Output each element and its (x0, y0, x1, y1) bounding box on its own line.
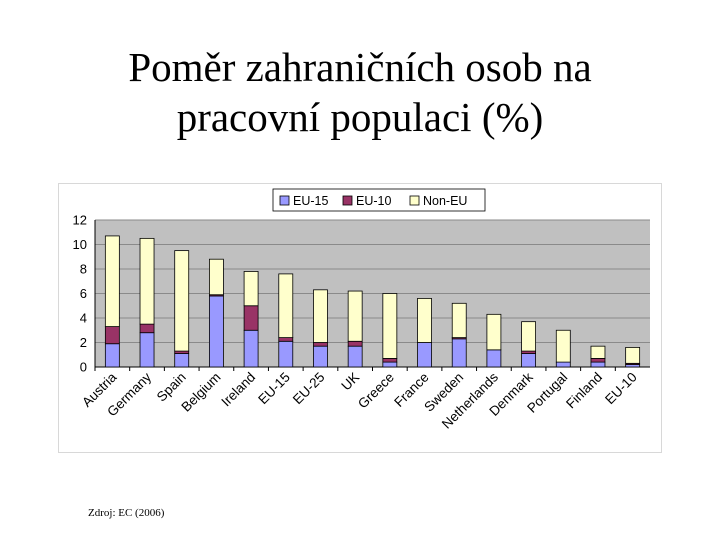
bar-segment-eu-10 (347, 340, 363, 347)
bar-segment-eu-15 (382, 361, 398, 368)
bar-segment-eu-15 (243, 329, 259, 368)
legend-box (272, 188, 486, 212)
y-tick-label: 12 (73, 213, 87, 228)
bar-segment-non-eu (104, 235, 120, 327)
bar-segment-eu-10 (139, 323, 155, 334)
y-tick-label: 10 (73, 237, 87, 252)
bar-segment-eu-10 (382, 358, 398, 363)
bar-segment-eu-15 (139, 332, 155, 368)
y-tick-label: 6 (80, 286, 87, 301)
title-line-2: pracovní populaci (%) (176, 94, 544, 140)
legend-label: EU-15 (293, 194, 328, 208)
bar-segment-eu-15 (347, 345, 363, 368)
bar-segment-non-eu (625, 346, 641, 364)
bar-segment-eu-10 (590, 358, 606, 363)
bar-segment-eu-15 (174, 353, 190, 368)
title-line-1: Poměr zahraničních osob na (128, 44, 592, 90)
y-tick-label: 2 (80, 335, 87, 350)
bar-segment-non-eu (590, 345, 606, 359)
bar-segment-eu-15 (278, 340, 294, 368)
bar-segment-eu-15 (521, 353, 536, 368)
bar-segment-non-eu (521, 321, 536, 352)
bar-segment-eu-15 (313, 345, 328, 368)
bar-segment-eu-15 (555, 361, 571, 368)
y-tick-label: 4 (80, 311, 87, 326)
legend-label: Non-EU (423, 194, 467, 208)
bar-segment-eu-15 (417, 342, 432, 368)
legend-swatch-eu-10 (342, 195, 353, 206)
bar-segment-non-eu (243, 271, 259, 307)
bar-segment-eu-10 (313, 342, 328, 347)
bar-segment-eu-15 (209, 295, 224, 368)
bar-segment-eu-10 (278, 337, 294, 342)
legend-label: EU-10 (356, 194, 391, 208)
y-tick-label: 8 (80, 262, 87, 277)
bar-segment-non-eu (174, 250, 190, 352)
bar-segment-non-eu (209, 258, 224, 296)
bar-segment-non-eu (382, 293, 398, 359)
bar-segment-non-eu (347, 290, 363, 342)
slide-title: Poměr zahraničních osob na pracovní popu… (0, 42, 720, 142)
bar-segment-non-eu (278, 273, 294, 339)
y-tick-label: 0 (80, 360, 87, 375)
bar-segment-eu-10 (243, 305, 259, 331)
legend-swatch-non-eu (409, 195, 420, 206)
chart-container: 0 2 4 6 8 10 12 Austria Germany Spain Belgium Irela… (58, 183, 662, 453)
legend-swatch-eu-15 (279, 195, 290, 206)
bar-segment-eu-15 (451, 338, 467, 368)
bar-segment-non-eu (139, 237, 155, 325)
bar-segment-eu-15 (590, 361, 606, 368)
bar-segment-eu-15 (486, 349, 502, 368)
bar-segment-eu-10 (104, 326, 120, 345)
bar-segment-non-eu (313, 289, 328, 343)
source-note: Zdroj: EC (2006) (88, 507, 165, 519)
bar-segment-non-eu (555, 329, 571, 363)
bar-segment-eu-15 (104, 343, 120, 368)
bar-segment-non-eu (486, 313, 502, 351)
bar-segment-non-eu (451, 302, 467, 339)
bar-segment-non-eu (417, 298, 432, 343)
